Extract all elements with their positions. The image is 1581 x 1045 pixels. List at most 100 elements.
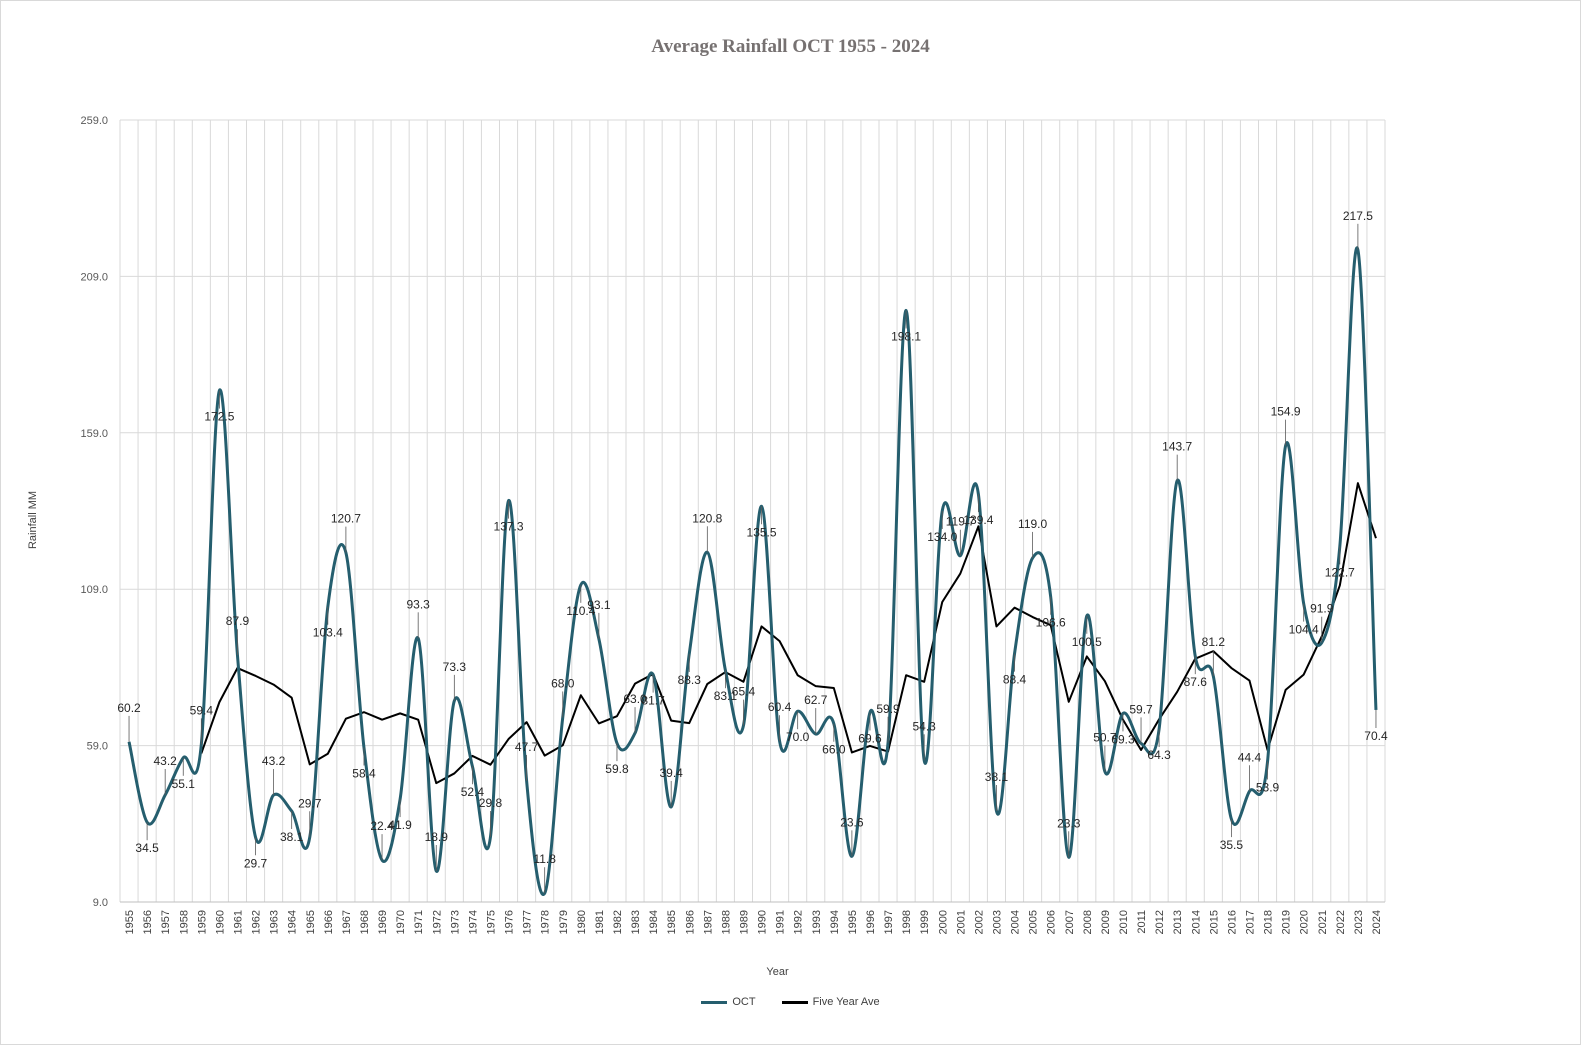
x-axis-title: Year	[766, 966, 789, 978]
x-tick-label: 2011	[1136, 910, 1148, 934]
data-label: 59.4	[190, 703, 214, 717]
data-label: 104.4	[1289, 623, 1319, 637]
x-tick-label: 1961	[232, 910, 244, 934]
x-tick-label: 1991	[775, 910, 787, 934]
x-tick-label: 2017	[1244, 910, 1256, 934]
data-label: 83.1	[714, 689, 738, 703]
data-label: 68.0	[551, 676, 575, 690]
x-tick-label: 1979	[558, 910, 570, 934]
x-tick-label: 1964	[287, 910, 299, 934]
data-label: 29.7	[244, 856, 268, 870]
x-tick-label: 1972	[431, 910, 443, 934]
x-tick-label: 2003	[991, 910, 1003, 934]
data-label: 29.7	[298, 796, 322, 810]
x-tick-label: 1995	[847, 910, 859, 934]
y-tick-label: 209.0	[80, 271, 108, 283]
x-tick-label: 1992	[793, 910, 805, 934]
x-tick-label: 2005	[1028, 910, 1040, 934]
data-label: 81.2	[1202, 635, 1226, 649]
x-tick-label: 1982	[612, 910, 624, 934]
data-label: 110.4	[566, 604, 595, 618]
x-tick-label: 2000	[937, 910, 949, 934]
five-year-average-line	[200, 482, 1377, 785]
data-label: 23.6	[840, 815, 864, 829]
data-label: 120.7	[331, 512, 361, 526]
data-label: 137.3	[494, 520, 524, 534]
data-label: 41.9	[388, 818, 412, 832]
data-label: 39.4	[659, 766, 683, 780]
x-tick-label: 2008	[1082, 910, 1094, 934]
x-tick-label: 1980	[576, 910, 588, 934]
legend: OCT Five Year Ave	[0, 996, 1581, 1008]
x-tick-label: 1993	[811, 910, 823, 934]
legend-swatch-oct	[701, 1000, 728, 1004]
x-tick-label: 1957	[160, 910, 172, 934]
x-tick-label: 1994	[829, 910, 841, 934]
x-axis-ticks: 1955 1956 1957 1958 1959 1960 1961 1962 1963 1964…	[124, 910, 1383, 934]
x-tick-label: 2021	[1317, 910, 1329, 934]
data-label: 69.3	[1111, 732, 1135, 746]
x-tick-label: 1971	[413, 910, 425, 934]
oct-series	[127, 246, 1378, 897]
x-tick-label: 2013	[1172, 910, 1184, 934]
legend-item-five-year-ave: Five Year Ave	[781, 996, 880, 1008]
x-tick-label: 2002	[973, 910, 985, 934]
x-tick-label: 2009	[1100, 910, 1112, 934]
data-label: 119.7	[946, 515, 975, 529]
data-label: 70.0	[786, 730, 810, 744]
data-label: 52.4	[461, 785, 485, 799]
y-tick-label: 159.0	[80, 428, 108, 440]
x-tick-label: 1987	[702, 910, 714, 934]
data-label: 55.1	[172, 777, 196, 791]
data-label: 217.5	[1343, 209, 1373, 223]
y-axis-title: Rainfall MM	[26, 470, 40, 570]
x-tick-label: 1968	[359, 910, 371, 934]
data-label: 18.9	[425, 830, 449, 844]
x-tick-label: 1988	[720, 910, 732, 934]
data-label: 59.8	[605, 762, 629, 776]
x-tick-label: 1977	[522, 910, 534, 934]
data-label: 70.4	[1364, 729, 1388, 743]
x-tick-label: 1981	[594, 910, 606, 934]
data-label: 134.0	[927, 530, 957, 544]
x-tick-label: 1989	[738, 910, 750, 934]
oct-line	[127, 246, 1378, 897]
data-label: 135.5	[747, 525, 777, 539]
data-label: 106.6	[1036, 616, 1066, 630]
x-tick-label: 2004	[1010, 910, 1022, 934]
x-tick-label: 1963	[269, 910, 281, 934]
x-tick-label: 2024	[1371, 910, 1383, 934]
data-label: 143.7	[1162, 440, 1192, 454]
legend-swatch-five-year-ave	[781, 1000, 808, 1004]
x-tick-label: 2020	[1299, 910, 1311, 934]
x-tick-label: 2022	[1335, 910, 1347, 934]
x-tick-label: 1955	[124, 910, 136, 934]
x-tick-label: 1997	[883, 910, 895, 934]
x-tick-label: 2012	[1154, 910, 1166, 934]
x-tick-label: 2007	[1064, 910, 1076, 934]
data-label: 63.0	[623, 692, 647, 706]
x-tick-label: 1974	[467, 910, 479, 934]
x-tick-label: 1984	[648, 910, 660, 934]
x-tick-label: 1990	[757, 910, 769, 934]
chart-title: Average Rainfall OCT 1955 - 2024	[651, 36, 930, 57]
data-label: 100.5	[1072, 635, 1102, 649]
data-label: 59.7	[1129, 702, 1153, 716]
data-label: 65.4	[732, 685, 756, 699]
data-label: 198.1	[891, 329, 921, 343]
x-tick-label: 2006	[1046, 910, 1058, 934]
x-tick-label: 1969	[377, 910, 389, 934]
data-label: 54.3	[912, 719, 936, 733]
data-label: 11.8	[533, 852, 556, 866]
y-tick-label: 259.0	[80, 115, 108, 127]
data-label: 66.0	[822, 743, 846, 757]
data-label: 38.1	[280, 830, 304, 844]
data-label: 91.9	[1310, 602, 1334, 616]
x-tick-label: 1960	[214, 910, 226, 934]
data-label: 73.3	[443, 660, 467, 674]
x-tick-label: 1975	[485, 910, 497, 934]
data-label: 172.5	[204, 410, 234, 424]
x-tick-label: 1998	[901, 910, 913, 934]
x-tick-label: 1970	[395, 910, 407, 934]
